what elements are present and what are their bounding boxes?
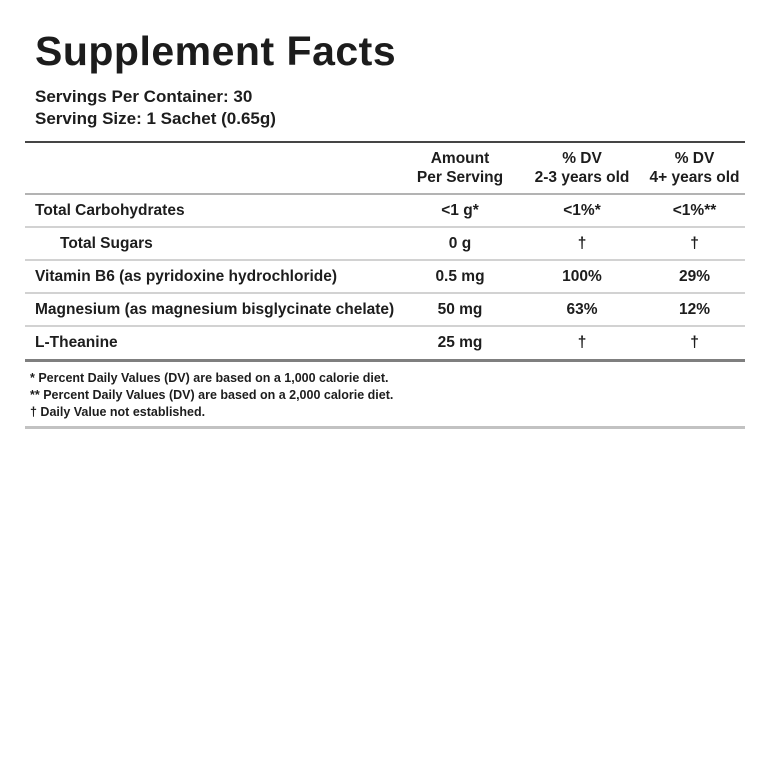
- footnote-1000-calorie: * Percent Daily Values (DV) are based on…: [30, 371, 389, 386]
- nutrient-name: L-Theanine: [35, 334, 118, 352]
- header-dv23-line1: % DV: [562, 150, 602, 168]
- col-header-dv-4plus-years: % DV 4+ years old: [644, 142, 745, 194]
- footnote-2000-calorie: ** Percent Daily Values (DV) are based o…: [30, 388, 394, 403]
- dv-2-3-value: 100%: [562, 267, 602, 285]
- dv-4plus-value: †: [690, 334, 699, 352]
- dv-4plus-value: †: [690, 234, 699, 252]
- amount-value: 0 g: [448, 234, 472, 252]
- table-row-vitamin-b6: Vitamin B6 (as pyridoxine hydrochloride)…: [25, 260, 745, 294]
- supplement-facts-table: Amount Per Serving % DV 2-3 years old % …: [25, 141, 745, 359]
- empty-header-cell: [25, 142, 400, 194]
- dv-2-3-value: <1%*: [563, 201, 601, 219]
- header-dv4-line2: 4+ years old: [649, 169, 740, 187]
- header-amount-line2: Per Serving: [416, 169, 504, 187]
- header-dv23-line2: 2-3 years old: [534, 169, 630, 187]
- nutrient-name: Total Sugars: [60, 234, 153, 252]
- col-header-amount-per-serving: Amount Per Serving: [400, 142, 520, 194]
- table-row-total-sugars: Total Sugars 0 g † †: [25, 227, 745, 261]
- dv-2-3-value: 63%: [566, 300, 598, 318]
- nutrient-name: Total Carbohydrates: [35, 201, 185, 219]
- servings-per-container: Servings Per Container: 30: [35, 87, 253, 107]
- dv-2-3-value: †: [577, 234, 587, 252]
- amount-value: <1 g*: [441, 201, 479, 219]
- nutrient-name: Magnesium (as magnesium bisglycinate che…: [35, 300, 395, 318]
- amount-value: 50 mg: [437, 300, 483, 318]
- serving-size: Serving Size: 1 Sachet (0.65g): [35, 109, 276, 129]
- col-header-dv-2-3-years: % DV 2-3 years old: [520, 142, 644, 194]
- table-header-row: Amount Per Serving % DV 2-3 years old % …: [25, 142, 745, 195]
- table-row-magnesium: Magnesium (as magnesium bisglycinate che…: [25, 293, 745, 327]
- header-amount-line1: Amount: [430, 150, 490, 168]
- dv-2-3-value: †: [577, 334, 587, 352]
- amount-value: 25 mg: [437, 334, 483, 352]
- page-title: Supplement Facts: [35, 28, 397, 74]
- footnotes: * Percent Daily Values (DV) are based on…: [25, 359, 745, 430]
- dv-4plus-value: 29%: [678, 267, 711, 285]
- header-dv4-line1: % DV: [674, 150, 715, 168]
- dv-4plus-value: <1%**: [672, 201, 717, 219]
- supplement-facts-label: Supplement Facts Servings Per Container:…: [25, 28, 745, 430]
- amount-value: 0.5 mg: [435, 267, 485, 285]
- dv-4plus-value: 12%: [678, 300, 711, 318]
- table-row-total-carbohydrates: Total Carbohydrates <1 g* <1%* <1%**: [25, 194, 745, 228]
- nutrient-name: Vitamin B6 (as pyridoxine hydrochloride): [35, 267, 338, 285]
- table-row-l-theanine: L-Theanine 25 mg † †: [25, 326, 745, 359]
- footnote-dv-not-established: † Daily Value not established.: [30, 405, 206, 420]
